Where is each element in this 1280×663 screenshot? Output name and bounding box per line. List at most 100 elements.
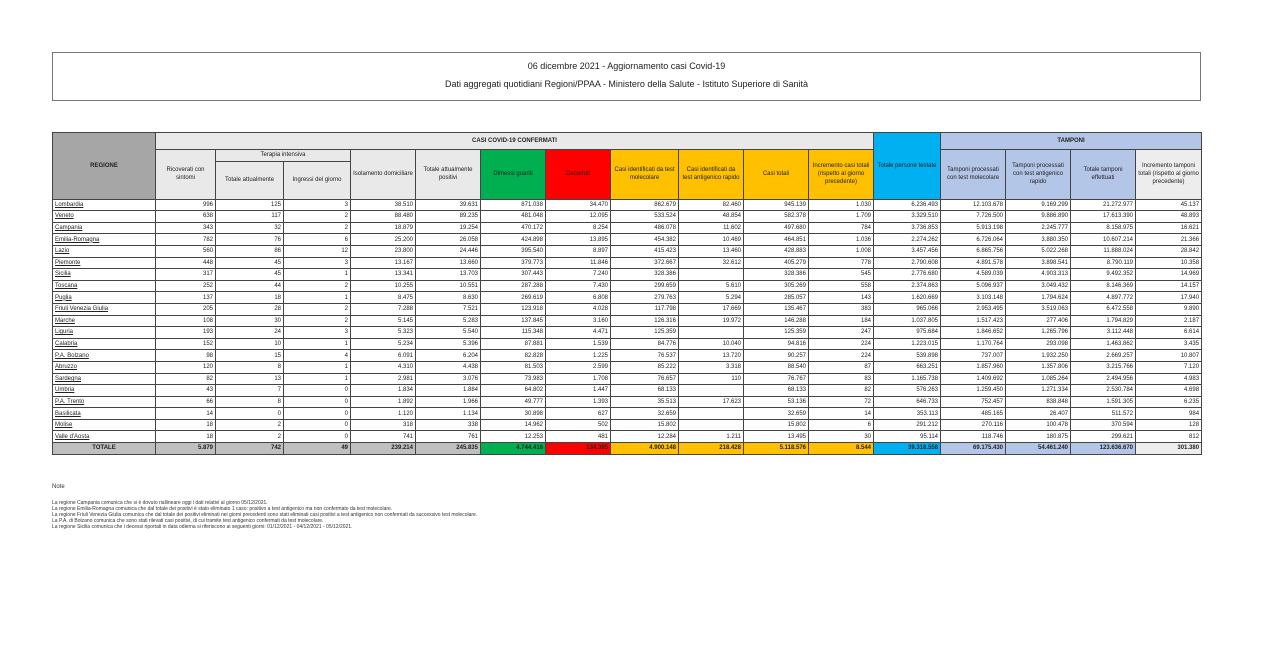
cell: 317 [155, 268, 216, 281]
header-casi-molecolare: Casi identificati da test molecolare [610, 149, 679, 200]
cell: 89.235 [415, 210, 481, 223]
cell: 95.114 [873, 430, 942, 444]
cell: 6.472.558 [1070, 302, 1137, 316]
cell: 4.891.578 [940, 256, 1007, 270]
cell: 5.234 [350, 337, 416, 351]
table-row: Toscana 252 44 2 10.255 10.551 287.288 7.430 299… [52, 279, 1203, 293]
cell: 2.530.784 [1070, 384, 1137, 397]
cell: 13.720 [678, 349, 744, 362]
cell: 7.288 [350, 302, 416, 316]
cell: 2.187 [1135, 314, 1203, 328]
cell: 1 [283, 268, 351, 281]
cell: 125.359 [610, 326, 679, 339]
cell: 372.667 [610, 256, 679, 270]
cell: 73.983 [480, 372, 546, 386]
cell: 252 [155, 279, 216, 293]
cell: 98 [155, 349, 216, 362]
cell: 9.169.299 [1005, 198, 1072, 212]
cell: 1 [283, 372, 351, 386]
cell: 6.091 [350, 349, 416, 362]
region-name: Sicilia [52, 268, 156, 281]
cell: 4 [283, 349, 351, 362]
cell: 1.120 [350, 407, 416, 420]
region-name: Molise [52, 418, 156, 432]
cell: 1.259.450 [940, 384, 1007, 397]
cell: 1.357.806 [1005, 360, 1072, 374]
cell: 778 [807, 256, 875, 270]
cell: 135.467 [743, 302, 809, 316]
cell: 8 [215, 360, 284, 374]
cell: 353.113 [873, 407, 942, 420]
cell: 5.096.937 [940, 279, 1007, 293]
header-group-confermati: CASI COVID-19 CONFERMATI [154, 132, 875, 150]
cell: 2 [215, 430, 284, 444]
cell: 30 [215, 314, 284, 328]
cell: 76.767 [743, 372, 809, 386]
cell: 454.382 [610, 233, 679, 246]
cell: 13.495 [743, 430, 809, 444]
cell: 100.478 [1005, 418, 1072, 432]
cell: 7.240 [545, 268, 611, 281]
cell: 115.348 [480, 326, 546, 339]
cell: 49.777 [480, 395, 546, 409]
cell: 343 [155, 221, 216, 235]
cell: 87.881 [480, 337, 546, 351]
cell: 627 [545, 407, 611, 420]
cell: 2.274.262 [873, 233, 942, 246]
cell: 638 [155, 210, 216, 223]
cell: 120 [155, 360, 216, 374]
region-name: Emilia-Romagna [52, 233, 156, 246]
cell: 12.284 [610, 430, 679, 444]
cell: 6.865.756 [940, 244, 1007, 258]
header-totale-tamponi: Totale tamponi effettuati [1070, 149, 1137, 200]
cell: 285.057 [743, 291, 809, 304]
cell: 13 [215, 372, 284, 386]
cell: 4.589.039 [940, 268, 1007, 281]
cell: 5.118.576 [743, 442, 809, 455]
cell: 18 [155, 430, 216, 444]
cell: 69.175.430 [940, 442, 1007, 455]
table-row: Valle d'Aosta 18 2 0 741 761 12.253 481 12.284 1.… [52, 430, 1203, 444]
cell: 1.834 [350, 384, 416, 397]
cell: 13.167 [350, 256, 416, 270]
cell: 10.607.214 [1070, 233, 1137, 246]
cell: 10.255 [350, 279, 416, 293]
cell: 2.669.257 [1070, 349, 1137, 362]
cell: 4.983 [1135, 372, 1203, 386]
cell: 39.318.558 [873, 442, 942, 455]
cell: 3.160 [545, 314, 611, 328]
cell: 862.679 [610, 198, 679, 212]
cell: 1.709 [807, 210, 875, 223]
cell [678, 384, 744, 397]
cell: 328.386 [743, 268, 809, 281]
cell: 4.897.772 [1070, 291, 1137, 304]
cell: 838.848 [1005, 395, 1072, 409]
cell: 14 [807, 407, 875, 420]
cell: 8.630 [415, 291, 481, 304]
cell: 576.263 [873, 384, 942, 397]
cell: 14.157 [1135, 279, 1203, 293]
table-row: Lombardia 996 125 3 38.510 39.631 871.038 34.47… [52, 198, 1203, 212]
cell: 395.540 [480, 244, 546, 258]
cell: 2 [283, 314, 351, 328]
cell: 87 [807, 360, 875, 374]
cell: 193 [155, 326, 216, 339]
cell: 14 [155, 407, 216, 420]
cell: 49 [283, 442, 351, 455]
table-row: Marche 108 30 2 5.145 5.283 137.845 3.160 126.31… [52, 314, 1203, 328]
cell: 12.103.678 [940, 198, 1007, 212]
cell: 2.374.863 [873, 279, 942, 293]
cell: 3.880.350 [1005, 233, 1072, 246]
cell: 8 [215, 395, 284, 409]
cell: 486.078 [610, 221, 679, 235]
cell: 2 [283, 279, 351, 293]
cell: 1.463.862 [1070, 337, 1137, 351]
cell: 545 [807, 268, 875, 281]
region-name: TOTALE [52, 442, 156, 455]
cell: 26.058 [415, 233, 481, 246]
cell: 117.798 [610, 302, 679, 316]
cell: 299.659 [610, 279, 679, 293]
cell: 180.875 [1005, 430, 1072, 444]
cell: 1.271.334 [1005, 384, 1072, 397]
cell: 1.265.796 [1005, 326, 1072, 339]
